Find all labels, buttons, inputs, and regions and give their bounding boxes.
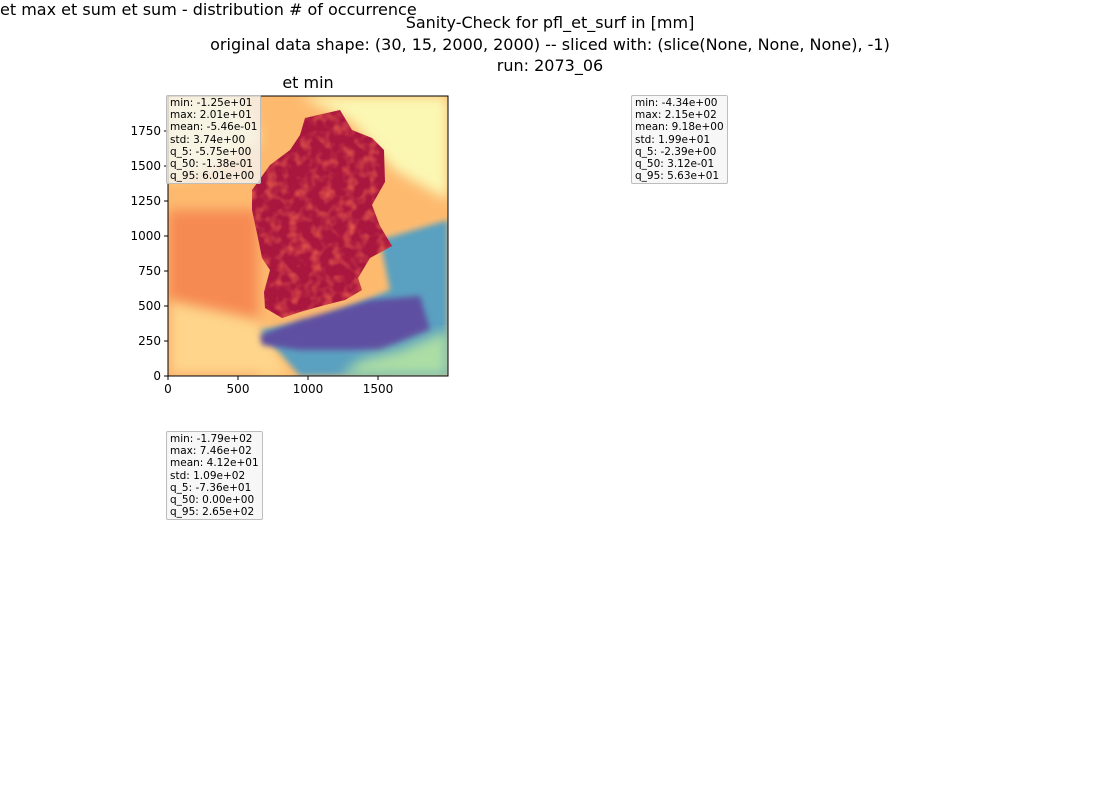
x-tick-label: 0 bbox=[164, 382, 172, 396]
stat-line: max: 2.15e+02 bbox=[635, 109, 717, 122]
y-tick-label: 1500 bbox=[130, 159, 161, 173]
y-tick-label: 250 bbox=[138, 334, 161, 348]
stat-line: q_50: -1.38e-01 bbox=[170, 157, 253, 170]
et-sum-panel: et sum 050010001500025050075010001250150… bbox=[61, 0, 121, 19]
stat-line: std: 1.99e+01 bbox=[635, 133, 711, 146]
stat-line: mean: -5.46e-01 bbox=[170, 121, 258, 134]
stat-line: max: 2.01e+01 bbox=[170, 109, 252, 122]
stat-line: min: -1.25e+01 bbox=[170, 97, 253, 109]
stat-line: max: 7.46e+02 bbox=[170, 445, 252, 458]
suptitle-line-3: run: 2073_06 bbox=[496, 56, 604, 75]
et-max-panel: et max 050010001500025050075010001250150… bbox=[0, 0, 61, 19]
et-sum-stats-box: min: -1.79e+02 max: 7.46e+02 mean: 4.12e… bbox=[166, 431, 263, 521]
et-min-stats-box: min: -1.25e+01 max: 2.01e+01 mean: -5.46… bbox=[166, 95, 262, 185]
histogram-ylabel: # of occurrence bbox=[289, 0, 417, 19]
et-min-title: et min bbox=[282, 73, 333, 92]
suptitle-line-1: Sanity-Check for pfl_et_surf in [mm] bbox=[405, 13, 695, 32]
stat-line: q_50: 0.00e+00 bbox=[170, 493, 255, 506]
stat-line: q_5: -5.75e+00 bbox=[170, 145, 252, 158]
et-max-title: et max bbox=[0, 0, 57, 19]
x-tick-label: 1500 bbox=[363, 382, 394, 396]
et-max-stats-box: min: -4.34e+00 max: 2.15e+02 mean: 9.18e… bbox=[631, 95, 728, 185]
stat-line: min: -4.34e+00 bbox=[635, 97, 718, 109]
et-min-panel: et min 0 500 1000 1500 0 250 500 750 1000 1250 150… bbox=[130, 73, 449, 396]
y-tick-label: 500 bbox=[138, 299, 161, 313]
et-sum-title: et sum bbox=[61, 0, 117, 19]
et-min-heatmap bbox=[168, 96, 448, 376]
stat-line: std: 3.74e+00 bbox=[170, 133, 246, 146]
y-tick-label: 1750 bbox=[130, 124, 161, 138]
stat-line: q_95: 5.63e+01 bbox=[635, 170, 720, 183]
x-tick-label: 1000 bbox=[293, 382, 324, 396]
stat-line: mean: 4.12e+01 bbox=[170, 457, 259, 470]
y-tick-label: 1250 bbox=[130, 194, 161, 208]
x-tick-label: 500 bbox=[227, 382, 250, 396]
stat-line: q_95: 2.65e+02 bbox=[170, 506, 255, 519]
stat-line: q_95: 6.01e+00 bbox=[170, 170, 255, 183]
stat-line: q_50: 3.12e-01 bbox=[635, 157, 715, 170]
stat-line: min: -1.79e+02 bbox=[170, 433, 253, 445]
y-tick-label: 0 bbox=[153, 369, 161, 383]
stat-line: mean: 9.18e+00 bbox=[635, 121, 724, 134]
et-sum-distribution-panel: et sum - distribution −50050100150200250… bbox=[122, 0, 417, 19]
stat-line: std: 1.09e+02 bbox=[170, 469, 246, 482]
y-tick-label: 750 bbox=[138, 264, 161, 278]
histogram-title: et sum - distribution bbox=[121, 0, 284, 19]
stat-line: q_5: -7.36e+01 bbox=[170, 481, 252, 494]
y-tick-label: 1000 bbox=[130, 229, 161, 243]
et-min-axes: 0 500 1000 1500 0 250 500 750 1000 1250 1500 1750 bbox=[130, 124, 393, 396]
suptitle-line-2: original data shape: (30, 15, 2000, 2000… bbox=[210, 35, 890, 54]
stat-line: q_5: -2.39e+00 bbox=[635, 145, 717, 158]
